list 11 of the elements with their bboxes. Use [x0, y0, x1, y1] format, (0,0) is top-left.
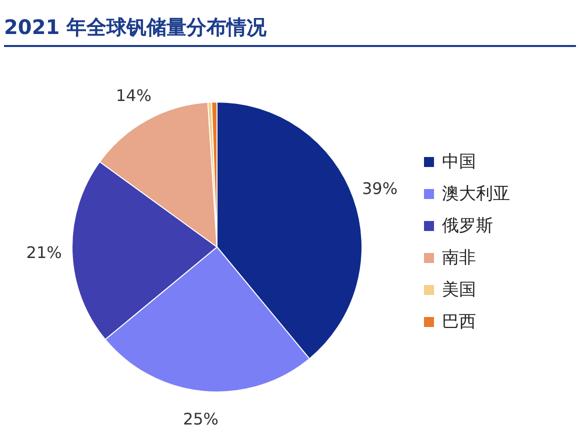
data-label: 14% — [116, 86, 152, 105]
legend-label: 南非 — [442, 248, 476, 268]
legend-label: 中国 — [442, 152, 476, 172]
data-label: 25% — [182, 410, 218, 429]
legend-label: 美国 — [442, 280, 476, 300]
chart-title: 2021 年全球钒储量分布情况 — [4, 14, 576, 47]
legend-label: 澳大利亚 — [442, 184, 510, 204]
data-label: 39% — [362, 178, 398, 198]
legend-label: 巴西 — [442, 312, 476, 332]
data-label: 21% — [26, 242, 62, 262]
legend-label: 俄罗斯 — [442, 216, 493, 236]
